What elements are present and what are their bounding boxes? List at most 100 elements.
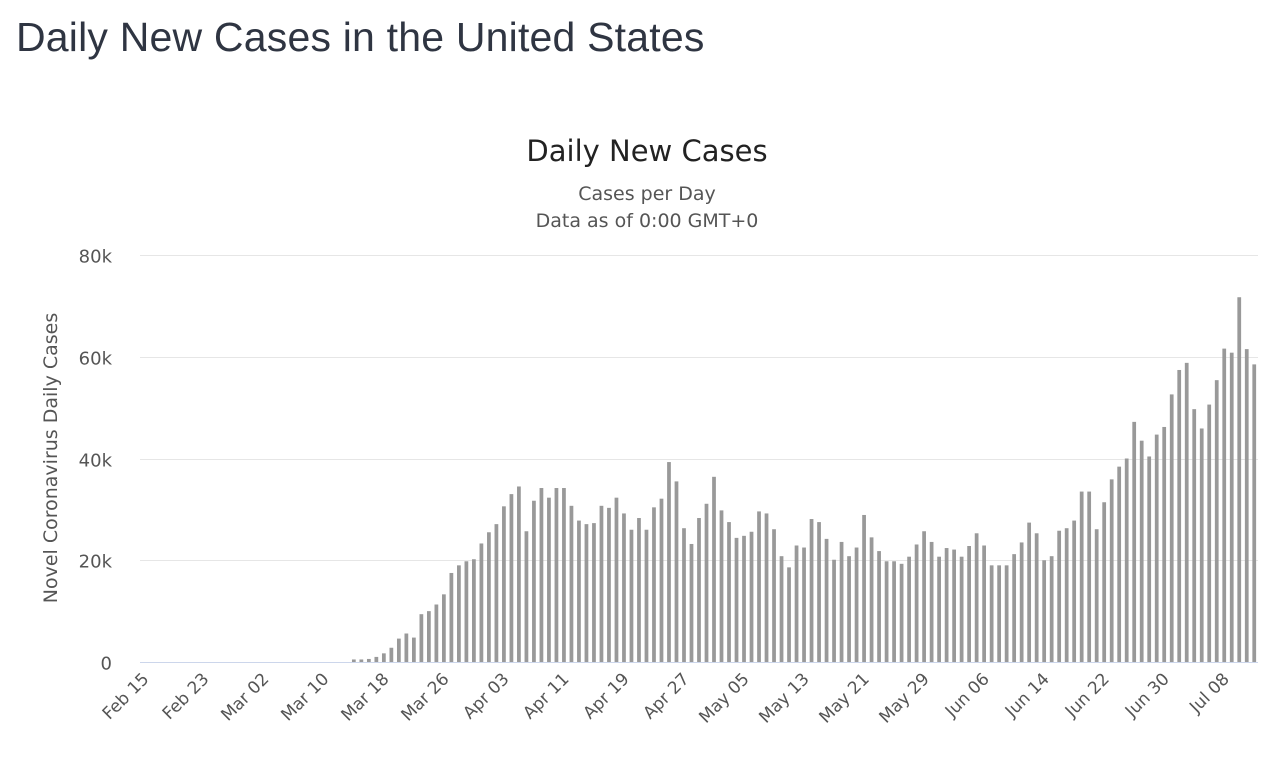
bar — [629, 529, 634, 662]
x-tick-label: May 13 — [755, 669, 813, 727]
bar — [1229, 352, 1234, 662]
bar — [1139, 440, 1144, 662]
bar — [366, 658, 371, 662]
bar — [734, 537, 739, 662]
bar — [479, 543, 484, 662]
bar — [464, 561, 469, 662]
bar — [764, 513, 769, 662]
x-tick-label: Jun 30 — [1121, 669, 1174, 722]
bar — [1079, 491, 1084, 662]
bar — [1132, 421, 1137, 662]
bar — [396, 638, 401, 662]
x-tick-label: Apr 19 — [579, 669, 633, 723]
y-tick-label: 20k — [79, 552, 113, 573]
bar — [899, 563, 904, 662]
bar — [1222, 348, 1227, 662]
bar — [637, 518, 641, 662]
bar — [1027, 522, 1032, 662]
bar — [779, 556, 784, 662]
x-tick-label: Feb 15 — [99, 669, 154, 724]
x-tick-label: Jul 08 — [1185, 669, 1233, 717]
bar — [697, 518, 701, 662]
bar — [974, 533, 979, 662]
bar — [569, 505, 574, 662]
bar — [787, 567, 791, 662]
x-tick-label: May 29 — [876, 669, 934, 727]
bar — [1214, 380, 1219, 662]
bar — [1169, 394, 1174, 662]
bar — [381, 653, 386, 662]
bar — [622, 513, 626, 662]
chart-subtitle-1: Cases per Day — [578, 183, 716, 205]
bar — [419, 614, 424, 662]
bar — [1147, 456, 1152, 662]
x-tick-label: Mar 26 — [397, 669, 453, 725]
bar — [1162, 426, 1167, 662]
bar — [727, 522, 731, 662]
bar — [944, 548, 949, 662]
bar — [592, 523, 596, 662]
bar — [989, 565, 994, 662]
bar — [847, 556, 851, 662]
bar — [719, 510, 724, 662]
bar — [1042, 560, 1047, 662]
bar — [584, 524, 589, 662]
bar — [952, 549, 956, 662]
bar — [929, 541, 934, 662]
y-tick-label: 0 — [101, 654, 112, 675]
y-tick-label: 40k — [79, 451, 113, 472]
bar — [1064, 528, 1069, 662]
x-tick-label: Apr 03 — [459, 669, 513, 723]
bar — [982, 545, 986, 662]
bars — [351, 297, 1257, 663]
bar — [862, 514, 866, 662]
bar — [839, 541, 844, 662]
bar — [1072, 520, 1077, 662]
bar — [472, 559, 476, 662]
bar — [517, 486, 521, 662]
bar — [884, 561, 889, 662]
bar — [457, 565, 461, 662]
bar — [494, 524, 499, 662]
bar — [704, 503, 709, 662]
bar — [502, 506, 506, 662]
bar — [712, 476, 716, 662]
x-tick-label: Apr 27 — [639, 669, 693, 723]
bar — [922, 531, 926, 662]
bar — [607, 507, 611, 662]
x-tick-label: Jun 22 — [1061, 669, 1114, 722]
page-heading: Daily New Cases in the United States — [16, 14, 705, 60]
bar — [614, 497, 619, 662]
bar — [1252, 364, 1257, 662]
bar — [449, 572, 454, 662]
bar — [817, 522, 821, 662]
bar — [877, 551, 881, 662]
x-tick-label: Mar 18 — [337, 669, 393, 725]
bar — [1109, 479, 1114, 662]
bar — [1102, 502, 1107, 662]
bar — [914, 544, 919, 662]
bar — [667, 462, 671, 662]
bar — [487, 532, 491, 662]
bar — [442, 594, 446, 662]
bar — [1192, 409, 1197, 662]
bar — [1034, 533, 1039, 662]
bar — [1004, 565, 1009, 662]
bar — [659, 498, 664, 662]
bar — [547, 497, 551, 662]
x-tick-label: Feb 23 — [159, 669, 214, 724]
bar — [644, 529, 649, 662]
bar — [959, 556, 964, 662]
bar — [892, 561, 896, 662]
bar — [1177, 369, 1182, 662]
bar — [652, 507, 656, 662]
bar — [599, 505, 604, 662]
x-tick-label: Jun 06 — [941, 669, 994, 722]
bar — [412, 637, 416, 662]
bar — [742, 535, 746, 662]
x-tick-label: Jun 14 — [1001, 669, 1054, 722]
bar — [532, 500, 536, 662]
x-tick-label: May 05 — [695, 669, 753, 727]
